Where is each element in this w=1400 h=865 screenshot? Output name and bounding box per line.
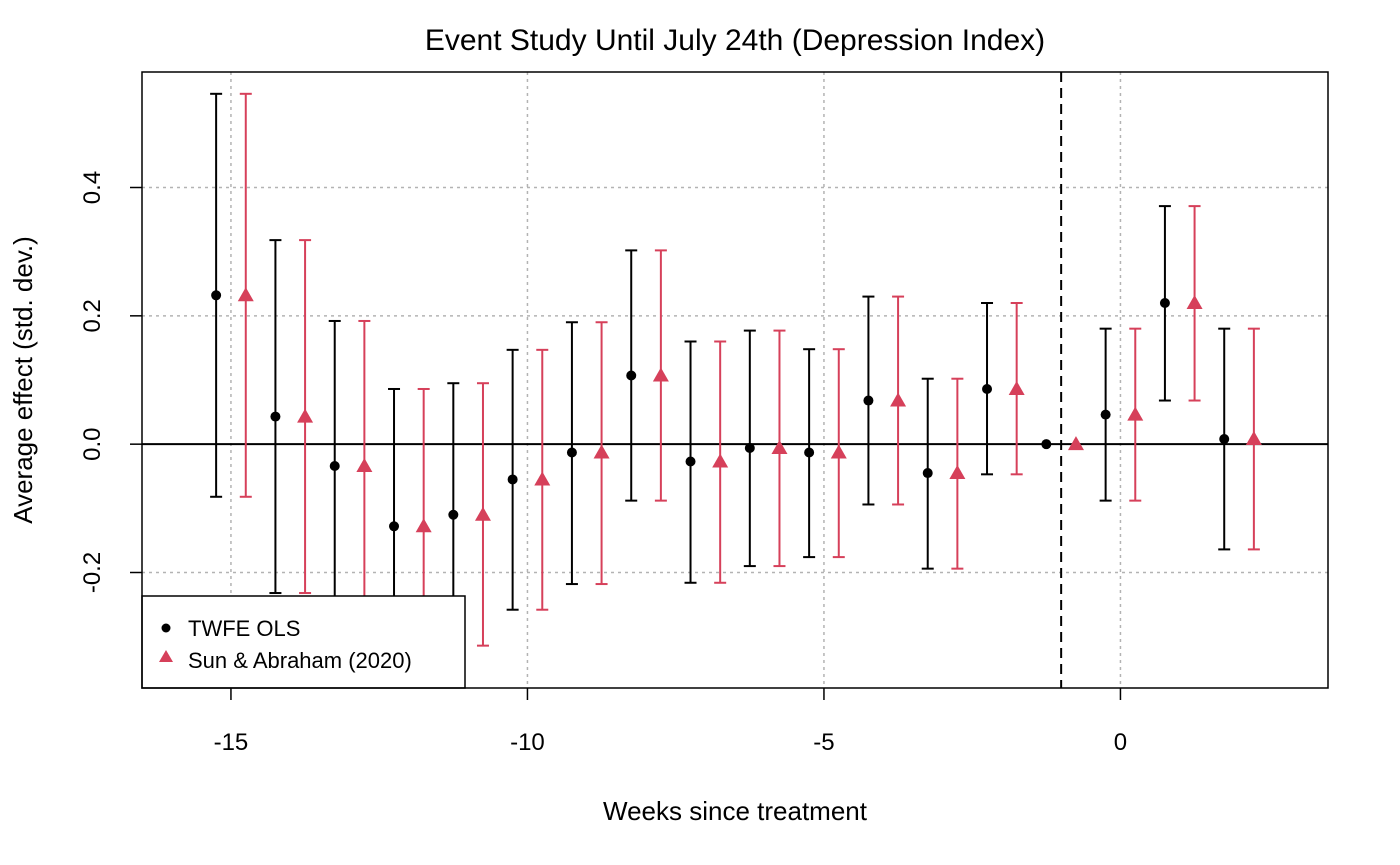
point-twfe bbox=[566, 447, 577, 458]
point-sun-abraham bbox=[1008, 380, 1025, 395]
point-twfe bbox=[922, 468, 933, 479]
legend-circle-icon bbox=[161, 623, 171, 633]
point-twfe bbox=[507, 474, 518, 485]
y-tick-label: 0.2 bbox=[79, 299, 106, 332]
point-twfe bbox=[982, 383, 993, 394]
plot-frame bbox=[141, 71, 1329, 689]
legend-label-sun-abraham: Sun & Abraham (2020) bbox=[188, 648, 412, 673]
point-twfe bbox=[685, 456, 696, 467]
point-twfe bbox=[1159, 298, 1170, 308]
data-marks bbox=[210, 92, 1262, 665]
point-twfe bbox=[211, 290, 222, 301]
point-sun-abraham bbox=[534, 471, 551, 486]
point-twfe bbox=[389, 521, 400, 532]
y-tick-label: 0.4 bbox=[79, 171, 106, 204]
point-twfe bbox=[270, 411, 281, 422]
point-sun-abraham bbox=[415, 518, 432, 533]
point-sun-abraham bbox=[652, 367, 669, 382]
point-twfe bbox=[1100, 409, 1111, 420]
legend-box bbox=[141, 595, 466, 689]
x-tick-label: 0 bbox=[1114, 729, 1127, 756]
point-sun-abraham bbox=[593, 444, 610, 459]
point-sun-abraham bbox=[1067, 436, 1084, 451]
grid-lines bbox=[142, 72, 1328, 688]
point-twfe bbox=[863, 395, 874, 406]
x-axis: -15 -10 -5 0 bbox=[214, 688, 1127, 756]
x-axis-label: Weeks since treatment bbox=[603, 796, 868, 826]
point-sun-abraham bbox=[1186, 295, 1203, 309]
point-sun-abraham bbox=[771, 440, 788, 455]
point-sun-abraham bbox=[712, 453, 729, 468]
y-tick-label: -0.2 bbox=[79, 552, 106, 593]
point-twfe bbox=[329, 460, 340, 471]
point-sun-abraham bbox=[1127, 406, 1144, 421]
point-sun-abraham bbox=[356, 457, 373, 472]
point-twfe bbox=[804, 447, 815, 458]
x-tick-label: -15 bbox=[214, 729, 249, 756]
point-twfe bbox=[448, 509, 459, 520]
legend-label-twfe: TWFE OLS bbox=[188, 616, 300, 641]
legend-triangle-icon bbox=[159, 650, 173, 662]
point-sun-abraham bbox=[1245, 431, 1262, 446]
point-sun-abraham bbox=[474, 506, 491, 521]
y-axis: -0.2 0.0 0.2 0.4 bbox=[79, 171, 142, 593]
reference-lines bbox=[142, 72, 1328, 688]
point-twfe bbox=[626, 370, 637, 381]
point-sun-abraham bbox=[890, 392, 907, 407]
point-sun-abraham bbox=[830, 444, 847, 459]
legend: TWFE OLS Sun & Abraham (2020) bbox=[141, 595, 466, 689]
x-tick-label: -5 bbox=[813, 729, 834, 756]
point-twfe bbox=[1219, 434, 1230, 445]
y-tick-label: 0.0 bbox=[79, 427, 106, 460]
point-twfe bbox=[744, 443, 755, 454]
point-twfe bbox=[1041, 439, 1052, 450]
point-sun-abraham bbox=[237, 287, 254, 302]
point-sun-abraham bbox=[297, 408, 314, 423]
y-axis-label: Average effect (std. dev.) bbox=[8, 236, 38, 524]
chart-title: Event Study Until July 24th (Depression … bbox=[425, 24, 1045, 57]
point-sun-abraham bbox=[949, 465, 966, 480]
x-tick-label: -10 bbox=[510, 729, 545, 756]
